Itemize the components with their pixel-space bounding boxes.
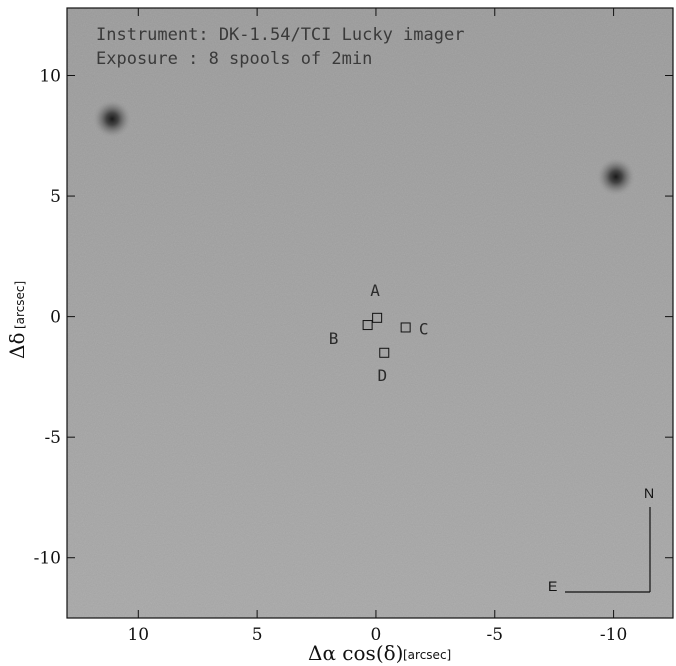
x-tick-label: 0 bbox=[371, 625, 382, 645]
component-marker bbox=[379, 347, 390, 358]
info-exposure: Exposure : 8 spools of 2min bbox=[96, 49, 372, 69]
x-tick-label: 5 bbox=[252, 625, 263, 645]
y-tick-label: 10 bbox=[39, 67, 61, 87]
field-star bbox=[92, 98, 133, 139]
x-axis-label: Δα cos(δ) [arcsec] bbox=[308, 641, 451, 665]
y-tick-label: -5 bbox=[44, 428, 61, 448]
y-axis-label: Δδ [arcsec] bbox=[5, 281, 29, 359]
x-tick-label: 10 bbox=[127, 625, 149, 645]
component-marker bbox=[362, 320, 373, 331]
image-frame bbox=[66, 7, 674, 619]
field-star bbox=[595, 156, 636, 197]
x-tick-label: -10 bbox=[600, 625, 627, 645]
x-tick-label: -5 bbox=[486, 625, 503, 645]
y-tick-label: 5 bbox=[50, 187, 61, 207]
component-marker bbox=[372, 312, 383, 323]
component-label: A bbox=[370, 281, 380, 300]
y-axis-unit: [arcsec] bbox=[13, 281, 27, 329]
compass-north-label: N bbox=[644, 485, 654, 501]
info-instrument: Instrument: DK-1.54/TCI Lucky imager bbox=[96, 25, 464, 45]
component-label: B bbox=[329, 329, 339, 348]
compass-east-label: E bbox=[548, 578, 557, 594]
axis-ticks: 10 5 0 -5 -10 10 5 0 -5 -10 bbox=[34, 8, 673, 645]
quasar-components: A B C D bbox=[329, 281, 429, 385]
image-noise bbox=[67, 8, 673, 618]
y-tick-label: -10 bbox=[34, 549, 61, 569]
y-axis-symbol: Δδ bbox=[5, 333, 29, 359]
compass: N E bbox=[548, 485, 654, 594]
field-stars bbox=[92, 98, 636, 197]
x-axis-symbol: Δα cos(δ) bbox=[308, 641, 403, 665]
component-label: C bbox=[419, 319, 429, 338]
y-tick-label: 0 bbox=[50, 308, 61, 328]
x-axis-unit: [arcsec] bbox=[403, 648, 451, 662]
component-marker bbox=[400, 322, 411, 333]
component-label: D bbox=[377, 366, 387, 385]
